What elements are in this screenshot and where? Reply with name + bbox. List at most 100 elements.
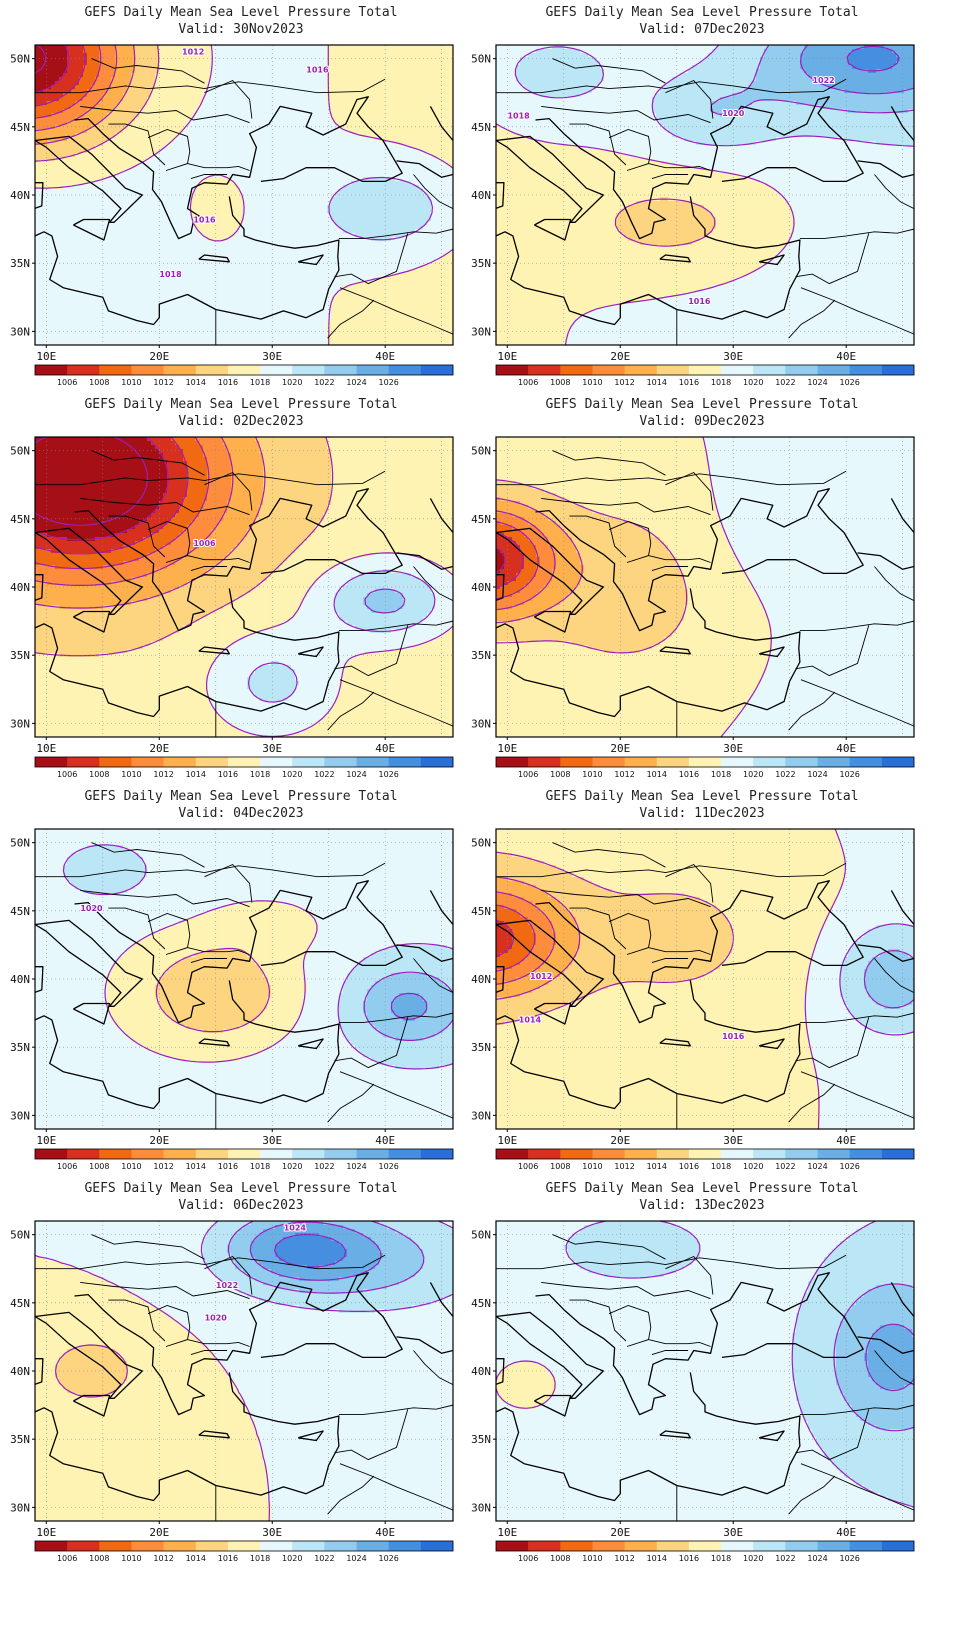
- lon-label: 30E: [262, 742, 282, 755]
- colorbar-swatch: [35, 757, 67, 767]
- lat-label: 35N: [10, 649, 30, 662]
- map-panel: GEFS Daily Mean Sea Level Pressure Total…: [0, 1176, 482, 1586]
- colorbar: 1006 1008 1010 1012 1014 1016 1018 1020 1022 1024…: [496, 365, 914, 387]
- colorbar-swatch: [421, 365, 453, 375]
- colorbar: 1006 1008 1010 1012 1014 1016 1018 1020 1022 1024…: [35, 757, 453, 779]
- colorbar-swatch: [260, 1149, 292, 1159]
- colorbar-swatch: [35, 1541, 67, 1551]
- colorbar-label: 1010: [121, 1554, 141, 1563]
- colorbar-label: 1016: [218, 1554, 238, 1563]
- colorbar: 1006 1008 1010 1012 1014 1016 1018 1020 1022 1024…: [35, 1149, 453, 1171]
- colorbar-swatch: [850, 365, 882, 375]
- lon-label: 10E: [36, 1134, 56, 1147]
- colorbar-label: 1018: [711, 1554, 731, 1563]
- colorbar-label: 1016: [218, 378, 238, 387]
- lat-label: 40N: [471, 581, 491, 594]
- lat-label: 30N: [10, 1109, 30, 1122]
- colorbar-label: 1014: [647, 1554, 667, 1563]
- colorbar-swatch: [292, 1541, 324, 1551]
- colorbar-swatch: [528, 1149, 560, 1159]
- contour-label: 1022: [216, 1281, 238, 1290]
- colorbar-label: 1016: [679, 1162, 699, 1171]
- colorbar-swatch: [882, 1149, 914, 1159]
- colorbar-swatch: [850, 757, 882, 767]
- lon-label: 40E: [375, 742, 395, 755]
- colorbar-label: 1016: [218, 1162, 238, 1171]
- colorbar-label: 1006: [57, 1162, 77, 1171]
- colorbar-label: 1012: [153, 1162, 173, 1171]
- colorbar-label: 1026: [379, 378, 399, 387]
- colorbar-swatch: [131, 365, 163, 375]
- lon-label: 40E: [375, 1526, 395, 1539]
- colorbar-label: 1024: [807, 1554, 827, 1563]
- colorbar-swatch: [357, 1541, 389, 1551]
- colorbar-swatch: [560, 1149, 592, 1159]
- colorbar-swatch: [292, 1149, 324, 1159]
- colorbar-label: 1022: [314, 770, 334, 779]
- lat-label: 35N: [471, 1041, 491, 1054]
- lat-label: 45N: [471, 1297, 491, 1310]
- lat-label: 35N: [471, 257, 491, 270]
- colorbar-label: 1010: [121, 1162, 141, 1171]
- colorbar-label: 1014: [186, 1554, 206, 1563]
- colorbar-label: 1008: [89, 1554, 109, 1563]
- colorbar-swatch: [196, 1541, 228, 1551]
- lon-label: 30E: [723, 1134, 743, 1147]
- colorbar-swatch: [850, 1149, 882, 1159]
- colorbar-label: 1026: [379, 1162, 399, 1171]
- colorbar-label: 1006: [518, 1554, 538, 1563]
- lon-label: 10E: [497, 1526, 517, 1539]
- colorbar-label: 1022: [775, 770, 795, 779]
- colorbar-swatch: [850, 1541, 882, 1551]
- lat-label: 50N: [10, 1229, 30, 1242]
- colorbar-label: 1020: [282, 1162, 302, 1171]
- colorbar-label: 1006: [518, 378, 538, 387]
- colorbar-swatch: [560, 365, 592, 375]
- lat-label: 35N: [10, 1433, 30, 1446]
- contour-label: 1020: [80, 904, 103, 913]
- colorbar-swatch: [721, 757, 753, 767]
- lat-label: 35N: [10, 1041, 30, 1054]
- colorbar-swatch: [164, 757, 196, 767]
- colorbar-swatch: [228, 1541, 260, 1551]
- colorbar-swatch: [99, 757, 131, 767]
- colorbar-label: 1008: [550, 1162, 570, 1171]
- colorbar-label: 1024: [807, 770, 827, 779]
- colorbar-swatch: [357, 757, 389, 767]
- contour-label: 1018: [159, 270, 182, 279]
- colorbar-swatch: [496, 365, 528, 375]
- contour-label: 1020: [722, 109, 745, 118]
- colorbar-swatch: [496, 757, 528, 767]
- lat-label: 45N: [10, 121, 30, 134]
- colorbar-swatch: [389, 365, 421, 375]
- lat-label: 45N: [471, 905, 491, 918]
- colorbar-label: 1018: [250, 1162, 270, 1171]
- colorbar-label: 1022: [314, 1554, 334, 1563]
- colorbar-label: 1022: [775, 378, 795, 387]
- colorbar-swatch: [99, 365, 131, 375]
- colorbar-swatch: [625, 365, 657, 375]
- colorbar-swatch: [882, 1541, 914, 1551]
- colorbar-label: 1020: [282, 1554, 302, 1563]
- colorbar-swatch: [196, 1149, 228, 1159]
- colorbar-swatch: [560, 1541, 592, 1551]
- colorbar-swatch: [689, 1541, 721, 1551]
- colorbar-swatch: [496, 1149, 528, 1159]
- lon-label: 10E: [36, 1526, 56, 1539]
- colorbar-swatch: [324, 757, 356, 767]
- lon-label: 40E: [375, 1134, 395, 1147]
- colorbar-swatch: [689, 1149, 721, 1159]
- map-panel: GEFS Daily Mean Sea Level Pressure Total…: [0, 392, 482, 802]
- colorbar: 1006 1008 1010 1012 1014 1016 1018 1020 1022 1024…: [35, 1541, 453, 1563]
- colorbar-swatch: [785, 1149, 817, 1159]
- lat-label: 35N: [471, 1433, 491, 1446]
- lat-label: 50N: [471, 1229, 491, 1242]
- colorbar-label: 1010: [582, 770, 602, 779]
- lat-label: 35N: [471, 649, 491, 662]
- colorbar-label: 1016: [679, 1554, 699, 1563]
